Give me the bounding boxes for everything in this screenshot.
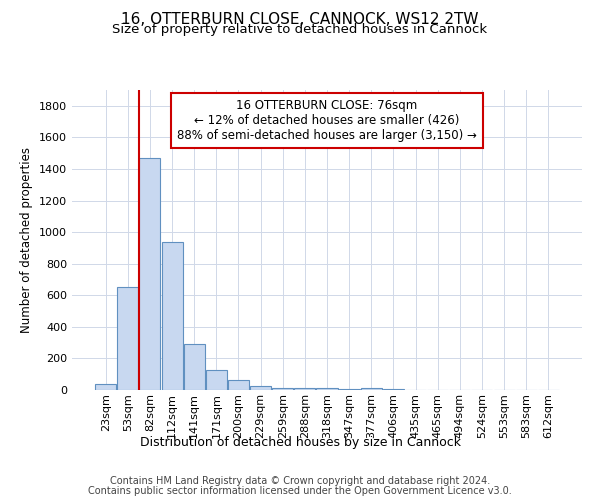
Bar (228, 380, 249, 390)
Bar (272, 388, 293, 390)
Bar (383, 389, 404, 390)
Text: Contains HM Land Registry data © Crown copyright and database right 2024.: Contains HM Land Registry data © Crown c… (110, 476, 490, 486)
Bar (95, 384, 116, 390)
Bar (250, 386, 271, 390)
Y-axis label: Number of detached properties: Number of detached properties (20, 147, 34, 333)
Bar (184, 344, 205, 390)
Bar (206, 370, 227, 390)
Bar (295, 388, 316, 390)
Bar (338, 389, 359, 390)
Text: 16, OTTERBURN CLOSE, CANNOCK, WS12 2TW: 16, OTTERBURN CLOSE, CANNOCK, WS12 2TW (121, 12, 479, 28)
Bar (361, 388, 382, 390)
Text: 16 OTTERBURN CLOSE: 76sqm
← 12% of detached houses are smaller (426)
88% of semi: 16 OTTERBURN CLOSE: 76sqm ← 12% of detac… (177, 99, 477, 142)
Bar (139, 158, 160, 390)
Bar (161, 242, 182, 390)
Text: Contains public sector information licensed under the Open Government Licence v3: Contains public sector information licen… (88, 486, 512, 496)
Text: Size of property relative to detached houses in Cannock: Size of property relative to detached ho… (112, 22, 488, 36)
Text: Distribution of detached houses by size in Cannock: Distribution of detached houses by size … (139, 436, 461, 449)
Bar (118, 288, 139, 390)
Bar (316, 388, 338, 390)
